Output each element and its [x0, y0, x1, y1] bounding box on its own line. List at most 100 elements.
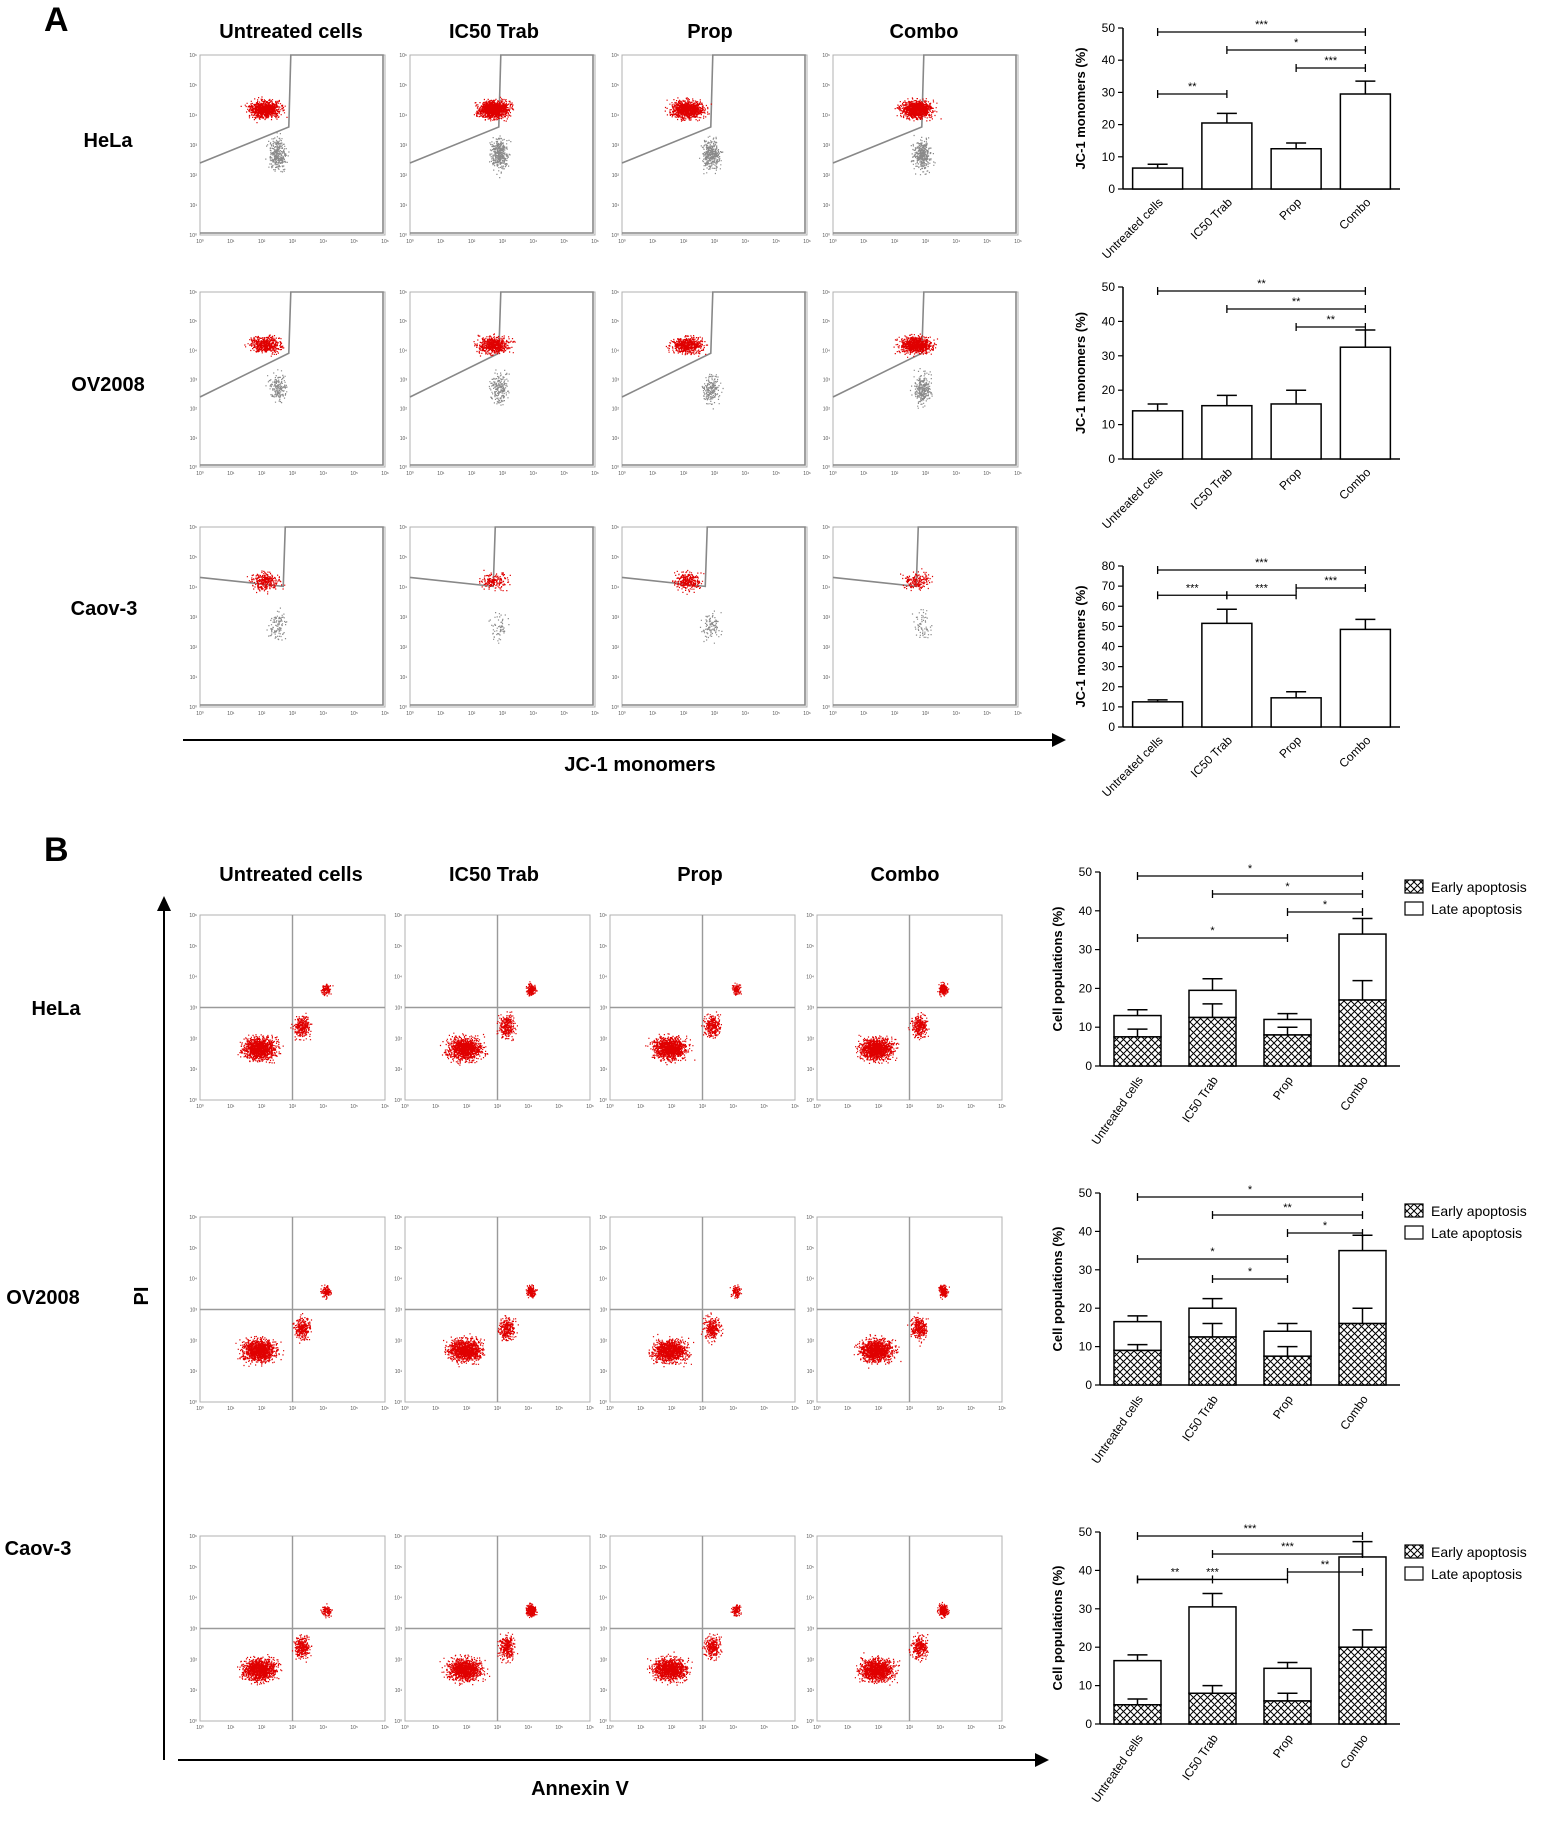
y-tick-label: 10¹ — [190, 1067, 198, 1073]
y-tick-label: 10⁶ — [806, 913, 814, 919]
legend-swatch-early — [1404, 879, 1424, 894]
y-tick-label: 10⁴ — [394, 1277, 402, 1283]
a-col-header-untreated: Untreated cells — [219, 21, 362, 43]
x-tick-label: 10⁶ — [586, 1725, 594, 1731]
x-tick-label: 10¹ — [649, 711, 657, 717]
legend-swatch-early — [1404, 1203, 1424, 1218]
x-tick-label: 10⁶ — [381, 1725, 389, 1731]
b-col-header-prop: Prop — [677, 864, 723, 886]
event-dots — [700, 1312, 724, 1346]
y-tick-label: 10² — [612, 173, 620, 179]
legend-swatch-late — [1404, 1225, 1424, 1240]
x-tick-label: 10¹ — [432, 1406, 440, 1412]
y-tick-label: 10³ — [190, 1627, 198, 1633]
category-label: Prop — [1270, 1731, 1296, 1760]
y-tick-label: 10² — [395, 1657, 403, 1663]
event-dots — [648, 1333, 695, 1368]
y-tick-label: 50 — [1102, 619, 1116, 633]
x-tick-label: 10² — [258, 239, 266, 245]
y-tick-label: 10³ — [400, 615, 408, 621]
bar — [1201, 622, 1253, 728]
y-tick-label: 10⁰ — [806, 1098, 814, 1104]
x-tick-label: 10⁵ — [350, 1725, 358, 1731]
x-tick-label: 10¹ — [637, 1104, 645, 1110]
significance-label: *** — [1324, 55, 1338, 67]
y-tick-label: 10⁶ — [189, 53, 197, 59]
y-tick-label: 10⁶ — [189, 1215, 197, 1221]
category-label: IC50 Trab — [1188, 465, 1235, 512]
significance-label: ** — [1283, 1202, 1292, 1214]
y-tick-label: 10⁴ — [599, 975, 607, 981]
x-tick-label: 10³ — [906, 1104, 914, 1110]
x-tick-label: 10³ — [699, 1725, 707, 1731]
x-tick-label: 10⁶ — [591, 711, 599, 717]
significance-label: *** — [1255, 557, 1269, 569]
y-tick-label: 30 — [1079, 1602, 1093, 1616]
y-tick-label: 10⁴ — [822, 348, 830, 354]
x-tick-label: 10² — [468, 471, 476, 477]
event-dots — [443, 1333, 486, 1368]
x-tick-label: 10⁵ — [983, 239, 991, 245]
y-tick-label: 10³ — [190, 378, 198, 384]
x-tick-label: 10⁶ — [381, 1104, 389, 1110]
y-tick-label: 10⁰ — [189, 1719, 197, 1725]
y-tick-label: 10⁶ — [399, 525, 407, 531]
gate-polygon — [832, 526, 1017, 706]
y-tick-label: 10⁰ — [611, 465, 619, 471]
x-tick-label: 10¹ — [227, 1725, 235, 1731]
x-tick-label: 10⁵ — [350, 239, 358, 245]
x-tick-label: 10¹ — [437, 471, 445, 477]
significance-label: *** — [1244, 1523, 1258, 1535]
x-tick-label: 10³ — [922, 239, 930, 245]
y-tick-label: 40 — [1079, 1563, 1093, 1577]
event-dots — [320, 1603, 333, 1619]
y-tick-label: 30 — [1079, 1263, 1093, 1277]
b-row-label-hela: HeLa — [32, 998, 82, 1020]
y-tick-label: 30 — [1102, 660, 1116, 674]
x-tick-label: 10⁵ — [967, 1104, 975, 1110]
x-tick-label: 10⁴ — [319, 1725, 327, 1731]
y-tick-label: 10² — [823, 407, 831, 413]
y-tick-label: 10¹ — [612, 675, 620, 681]
y-tick-label: 10⁰ — [822, 705, 830, 711]
x-tick-label: 10⁴ — [952, 239, 960, 245]
x-tick-label: 10⁰ — [196, 1406, 204, 1412]
y-tick-label: 10⁶ — [189, 290, 197, 296]
x-tick-label: 10⁰ — [406, 471, 414, 477]
category-label: Untreated cells — [1089, 1732, 1146, 1806]
category-label: Prop — [1276, 733, 1304, 761]
y-tick-label: 10¹ — [395, 1688, 403, 1694]
y-axis-title: JC-1 monomers (%) — [1073, 585, 1088, 707]
x-tick-label: 10² — [680, 471, 688, 477]
y-tick-label: 10³ — [807, 1006, 815, 1012]
x-tick-label: 10⁰ — [829, 711, 837, 717]
x-tick-label: 10⁰ — [401, 1406, 409, 1412]
y-tick-label: 10² — [190, 645, 198, 651]
x-tick-label: 10³ — [499, 711, 507, 717]
x-tick-label: 10⁵ — [760, 1104, 768, 1110]
y-tick-label: 10¹ — [190, 203, 198, 209]
y-tick-label: 0 — [1085, 1717, 1092, 1731]
significance-label: * — [1210, 925, 1215, 937]
x-tick-label: 10⁴ — [529, 239, 537, 245]
y-tick-label: 10¹ — [612, 203, 620, 209]
y-tick-label: 30 — [1102, 349, 1116, 363]
x-tick-label: 10⁴ — [524, 1406, 532, 1412]
event-dots — [237, 1654, 283, 1686]
category-label: Prop — [1276, 465, 1304, 493]
x-tick-label: 10² — [891, 711, 899, 717]
y-tick-label: 20 — [1102, 118, 1116, 132]
x-tick-label: 10¹ — [227, 471, 235, 477]
gate-polygon — [832, 54, 1017, 234]
y-tick-label: 10² — [400, 173, 408, 179]
y-tick-label: 10⁶ — [599, 1534, 607, 1540]
y-tick-label: 20 — [1102, 680, 1116, 694]
y-tick-label: 10³ — [807, 1308, 815, 1314]
y-tick-label: 10⁴ — [394, 975, 402, 981]
legend-label-late: Late apoptosis — [1431, 1566, 1522, 1582]
panel-a-letter: A — [44, 1, 69, 39]
x-tick-label: 10¹ — [860, 239, 868, 245]
a-x-axis-label: JC-1 monomers — [564, 754, 715, 776]
